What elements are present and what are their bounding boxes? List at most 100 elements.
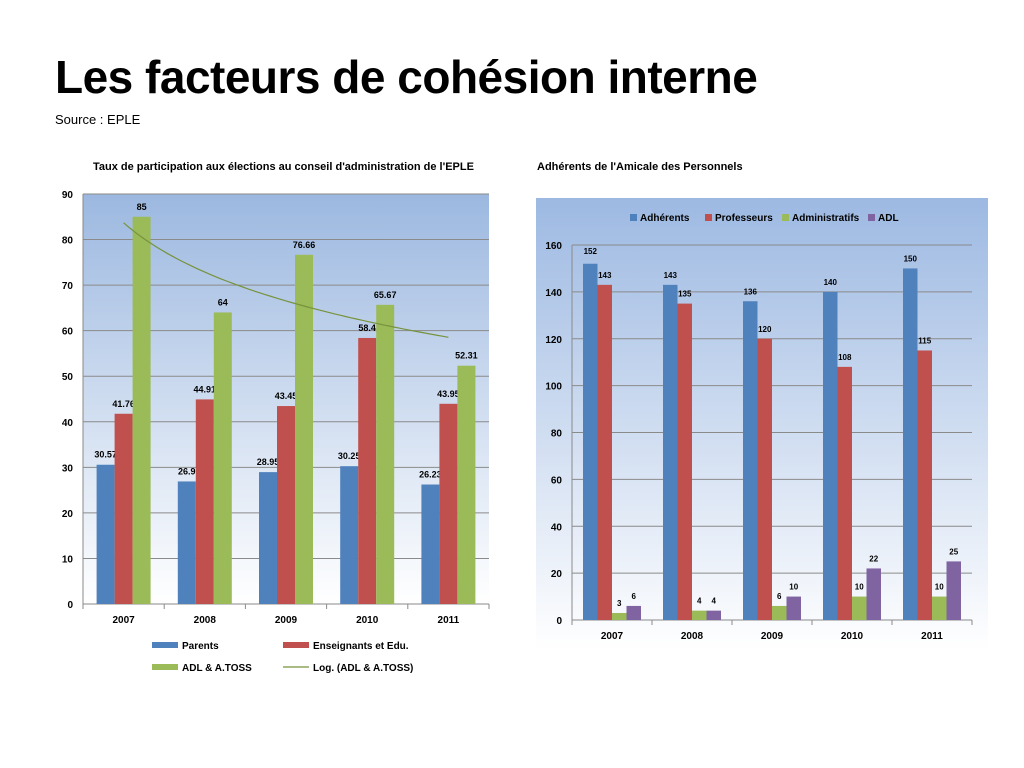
data-label: 143 — [664, 271, 678, 280]
amicale-chart: 0 20 40 60 80 100 120 140 160 2007 2008 2009 2010 201… — [536, 198, 988, 650]
bar-adl-a-toss — [457, 365, 476, 604]
bar-adl — [866, 568, 881, 620]
legend-label: Log. (ADL & A.TOSS) — [313, 663, 413, 674]
participation-chart: 0 10 20 30 40 50 60 70 80 90 2007 2008 2009 2010 2011 3… — [62, 190, 490, 674]
data-label: 30.25 — [338, 451, 361, 461]
x-tick-label: 2009 — [761, 631, 784, 642]
data-label: 43.45 — [275, 391, 298, 401]
y-tick-label: 90 — [62, 190, 74, 201]
data-label: 44.91 — [194, 384, 217, 394]
bar-adl — [626, 605, 641, 620]
data-label: 4 — [712, 597, 717, 606]
x-tick-label: 2011 — [438, 615, 460, 626]
legend-label: Enseignants et Edu. — [313, 641, 409, 652]
bar-administratifs — [932, 596, 947, 620]
x-tick-label: 2007 — [112, 615, 135, 626]
bar-enseignants-et-edu- — [195, 399, 214, 604]
y-tick-label: 60 — [62, 327, 74, 338]
bar-professeurs — [597, 284, 612, 620]
bar-administratifs — [772, 605, 787, 620]
y-tick-label: 80 — [62, 236, 74, 247]
bar-adl — [706, 610, 721, 620]
data-label: 52.31 — [455, 351, 478, 361]
bar-professeurs — [917, 350, 932, 620]
y-tick-label: 140 — [545, 288, 562, 299]
data-label: 10 — [855, 583, 864, 592]
x-tick-label: 2009 — [275, 615, 298, 626]
bar-parents — [259, 472, 277, 604]
bar-professeurs — [677, 303, 692, 620]
x-tick-label: 2007 — [601, 631, 624, 642]
data-label: 6 — [632, 592, 637, 601]
data-label: 58.4 — [358, 323, 376, 333]
data-label: 150 — [904, 254, 918, 263]
y-tick-label: 0 — [556, 616, 562, 627]
legend-label: Professeurs — [715, 213, 773, 224]
data-label: 108 — [838, 353, 852, 362]
x-tick-label: 2011 — [921, 631, 943, 642]
x-tick-label: 2010 — [841, 631, 864, 642]
slide-title: Les facteurs de cohésion interne — [55, 51, 758, 103]
bar-adh-rents — [663, 284, 678, 620]
bar-adh-rents — [823, 291, 838, 620]
bar-parents — [421, 484, 440, 604]
data-label: 10 — [789, 583, 798, 592]
data-label: 85 — [137, 202, 147, 212]
bar-enseignants-et-edu- — [439, 403, 458, 604]
legend-label: ADL & A.TOSS — [182, 663, 252, 674]
data-label: 6 — [777, 592, 782, 601]
data-label: 64 — [218, 297, 228, 307]
data-label: 43.95 — [437, 389, 460, 399]
y-tick-label: 20 — [62, 509, 74, 520]
y-tick-label: 100 — [545, 382, 562, 393]
legend-swatch — [630, 214, 637, 221]
x-tick-label: 2008 — [194, 615, 217, 626]
bar-administratifs — [692, 610, 707, 620]
data-label: 25 — [949, 547, 958, 556]
slide-source: Source : EPLE — [55, 112, 141, 127]
bar-administratifs — [612, 612, 627, 620]
x-tick-label: 2010 — [356, 615, 379, 626]
y-tick-label: 120 — [545, 335, 562, 346]
data-label: 30.57 — [94, 450, 117, 460]
data-label: 28.95 — [257, 457, 280, 467]
legend-swatch — [283, 642, 309, 648]
bar-administratifs — [852, 596, 867, 620]
bar-adl-a-toss — [132, 216, 151, 604]
x-tick-label: 2008 — [681, 631, 704, 642]
bar-professeurs — [837, 366, 852, 620]
legend-swatch — [152, 664, 178, 670]
data-label: 4 — [697, 597, 702, 606]
y-tick-label: 20 — [551, 569, 563, 580]
y-tick-label: 50 — [62, 372, 74, 383]
legend-label: Parents — [182, 641, 219, 652]
bar-parents — [96, 464, 115, 604]
data-label: 115 — [918, 336, 931, 345]
bar-parents — [177, 481, 196, 604]
legend-swatch — [868, 214, 875, 221]
bar-professeurs — [757, 338, 772, 620]
legend-swatch — [782, 214, 789, 221]
legend-label: Administratifs — [792, 213, 860, 224]
chart2-title: Adhérents de l'Amicale des Personnels — [537, 161, 743, 173]
legend-swatch — [705, 214, 712, 221]
data-label: 10 — [935, 583, 944, 592]
y-tick-label: 30 — [62, 463, 74, 474]
y-tick-label: 40 — [62, 418, 74, 429]
data-label: 26.9 — [178, 466, 196, 476]
data-label: 22 — [869, 554, 878, 563]
data-label: 41.76 — [112, 399, 135, 409]
legend-label: Adhérents — [640, 213, 690, 224]
bar-adl — [786, 596, 801, 620]
bar-parents — [340, 466, 359, 604]
data-label: 140 — [824, 278, 838, 287]
bar-enseignants-et-edu- — [358, 337, 377, 604]
bar-adh-rents — [743, 301, 758, 620]
bar-enseignants-et-edu- — [277, 406, 295, 604]
y-tick-label: 60 — [551, 475, 563, 486]
legend-swatch — [152, 642, 178, 648]
legend-label: ADL — [878, 213, 899, 224]
data-label: 143 — [598, 271, 612, 280]
y-tick-label: 10 — [62, 554, 74, 565]
data-label: 135 — [678, 290, 692, 299]
